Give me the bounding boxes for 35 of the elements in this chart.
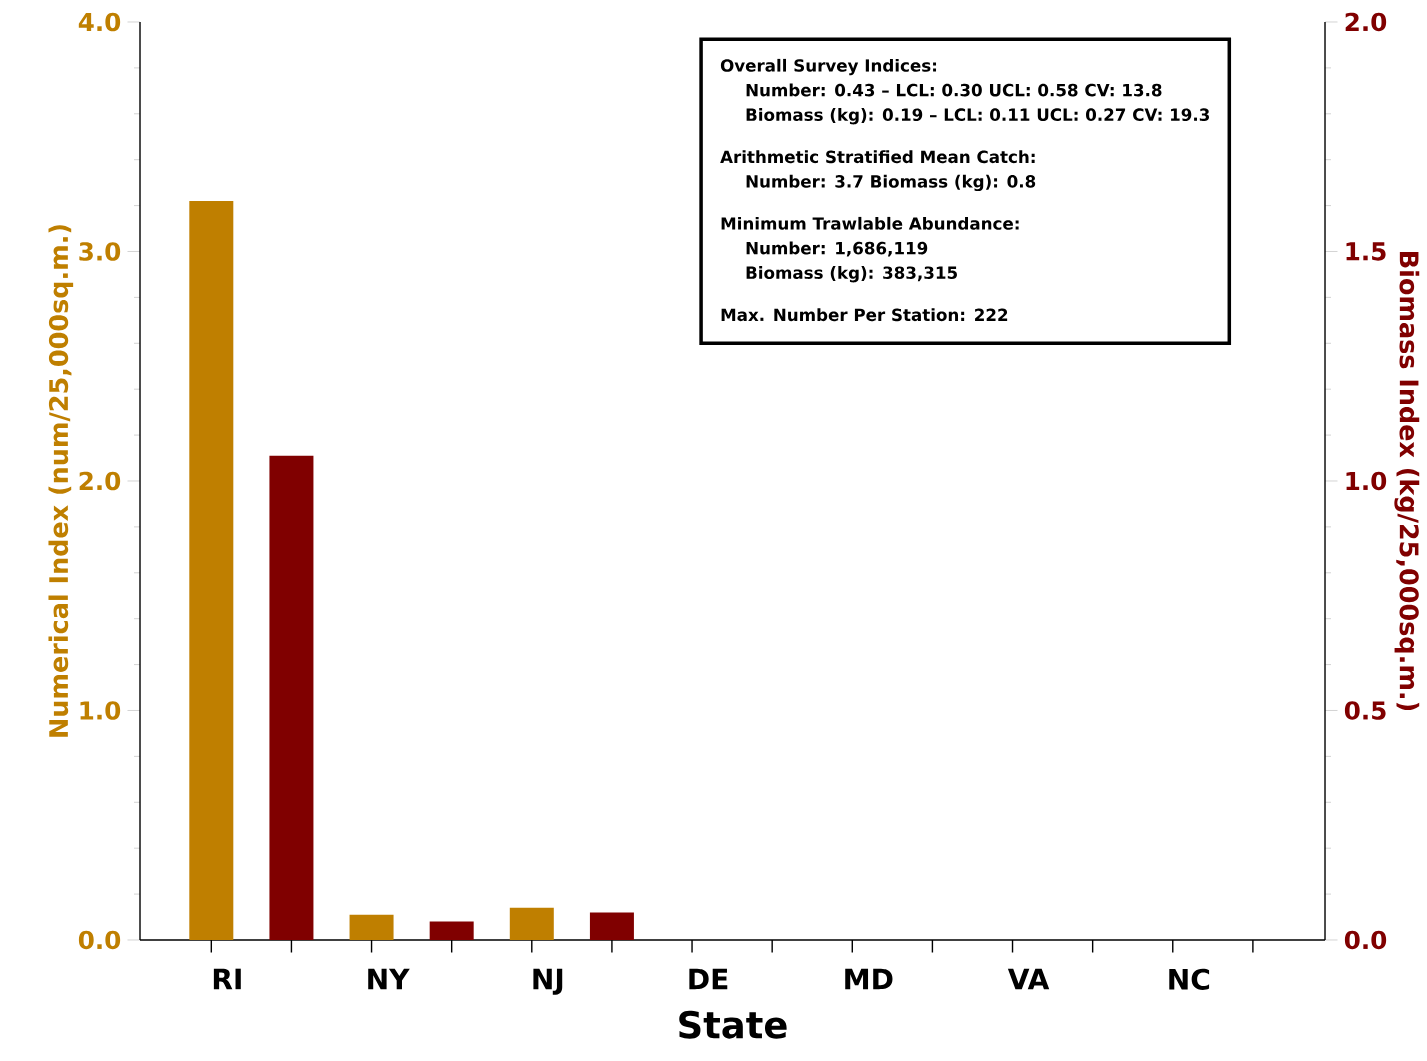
x-axis-title: State <box>679 1010 787 1039</box>
annotation: Minimum Trawlable Abundance: <box>721 216 1019 230</box>
x-tick-label: DE <box>689 968 728 990</box>
annotation: Number: 1,686,119 <box>746 241 928 257</box>
bar <box>349 914 394 940</box>
y-axis-title: Numerical Index (num/25,000sq.m.) <box>48 225 74 737</box>
bar <box>429 921 474 940</box>
x-tick-label: NC <box>1169 968 1210 990</box>
annotation: Max. Number Per Station: 222 <box>721 308 1008 322</box>
y-tick-label: 3.0 <box>79 242 121 261</box>
x-tick-label: NJ <box>533 968 563 995</box>
y2-tick-label: 0.0 <box>1344 930 1387 950</box>
y-tick-label: 1.0 <box>80 701 121 720</box>
annotation: Arithmetic Stratified Mean Catch: <box>720 150 1035 164</box>
y2-tick-label: 0.5 <box>1344 701 1386 720</box>
x-tick-label: RI <box>213 968 241 990</box>
y-tick-label: 2.0 <box>79 471 121 491</box>
annotation: Biomass (kg): 0.19 – LCL: 0.11 UCL: 0.27 CV: 19.3 <box>746 108 1209 125</box>
bar <box>589 912 634 940</box>
y2-tick-label: 1.5 <box>1346 242 1386 261</box>
annotation: Biomass (kg): 383,315 <box>746 266 957 283</box>
y-tick-label: 0.0 <box>78 930 121 950</box>
y2-tick-label: 2.0 <box>1345 12 1387 32</box>
annotation: Number: 0.43 – LCL: 0.30 UCL: 0.58 CV: 13.8 <box>746 83 1162 97</box>
x-tick-label: VA <box>1007 968 1050 990</box>
y-tick-label: 4.0 <box>78 12 121 32</box>
annotation: Number: 3.7 Biomass (kg): 0.8 <box>746 174 1036 192</box>
annotation: Overall Survey Indices: <box>720 58 937 76</box>
y2-tick-label: 1.0 <box>1346 471 1387 491</box>
y2-axis-title: Biomass Index (kg/25,000sq.m.) <box>1394 252 1420 711</box>
bar <box>509 907 554 940</box>
bar <box>189 201 234 940</box>
x-tick-label: NY <box>368 968 410 990</box>
bar <box>269 455 314 940</box>
x-tick-label: MD <box>845 968 893 990</box>
